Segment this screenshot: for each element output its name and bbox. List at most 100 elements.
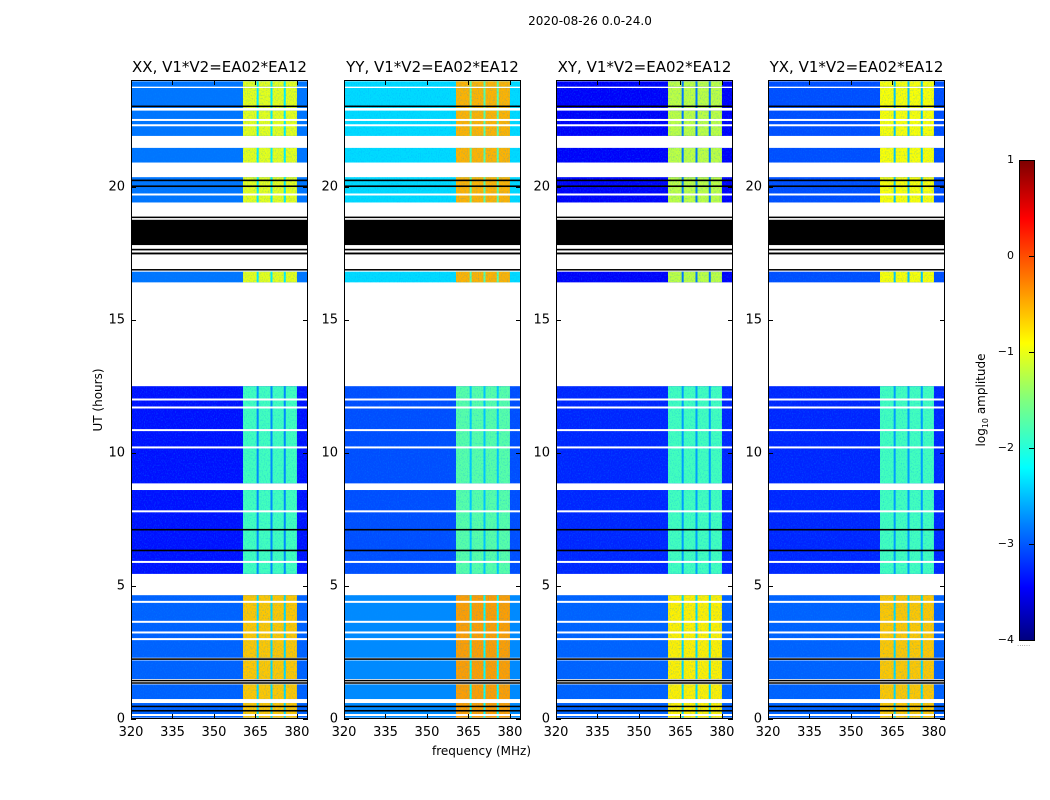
x-tick-mark: [213, 714, 215, 719]
flagged-segment: [556, 682, 733, 684]
flagged-segment: [556, 658, 733, 660]
flagged-segment: [344, 216, 521, 219]
colorbar-label: log10 amplitude: [974, 354, 990, 447]
x-tick-label: 350: [626, 725, 652, 740]
flagged-segment: [131, 658, 308, 660]
y-tick-mark: [728, 319, 733, 321]
y-tick-mark: [556, 186, 561, 188]
gap-line: [556, 118, 733, 121]
gap-line: [131, 600, 308, 603]
x-tick-mark: [556, 80, 557, 85]
colorbar-tick-mark: [1029, 640, 1034, 641]
x-tick-mark: [426, 80, 428, 85]
y-tick-label: 5: [753, 578, 762, 594]
gap-line: [131, 137, 308, 140]
y-tick-mark: [940, 719, 945, 720]
y-tick-mark: [516, 452, 521, 454]
y-tick-label: 5: [116, 578, 125, 594]
flagged-segment: [131, 179, 308, 182]
panel-title: YY, V1*V2=EA02*EA12: [346, 58, 519, 76]
y-tick-mark: [303, 585, 308, 587]
x-tick-mark: [172, 80, 174, 85]
flagged-segment: [344, 252, 521, 255]
gap-line: [768, 560, 945, 563]
x-tick-mark: [255, 714, 257, 719]
x-tick-mark: [892, 80, 894, 85]
flagged-segment: [131, 105, 308, 108]
flagged-segment: [344, 179, 521, 182]
colorbar: [1019, 160, 1035, 641]
flagged-segment: [344, 269, 521, 271]
x-tick-label: 365: [668, 725, 693, 740]
y-tick-mark: [303, 319, 308, 321]
x-tick-label: 335: [797, 725, 822, 740]
flagged-segment: [131, 269, 308, 271]
x-tick-label: 335: [585, 725, 610, 740]
panel-xy: XY, V1*V2=EA02*EA12 0 5 10 15 20 320 335 350 365 3…: [533, 58, 734, 740]
flagged-segment: [131, 705, 308, 708]
flagged-segment: [131, 709, 308, 712]
x-tick-label: 365: [456, 725, 481, 740]
panel-yy: YY, V1*V2=EA02*EA12 0 5 10 15 20 320 335 350 365 3…: [321, 58, 522, 740]
y-tick-mark: [344, 585, 349, 587]
y-tick-label: 10: [321, 445, 338, 461]
flagged-segment: [131, 185, 308, 188]
gap-line: [344, 398, 521, 401]
gap-line: [556, 406, 733, 409]
x-tick-mark: [680, 80, 682, 85]
y-tick-label: 20: [533, 179, 550, 194]
flagged-segment: [344, 185, 521, 188]
y-tick-label: 0: [329, 711, 338, 727]
colorbar-tick-label: −2: [997, 441, 1014, 454]
gap-line: [556, 137, 733, 140]
y-tick-label: 10: [108, 445, 125, 461]
gap-line: [556, 510, 733, 513]
gap-line: [131, 714, 308, 717]
y-tick-mark: [768, 319, 773, 321]
panel-xx: XX, V1*V2=EA02*EA12 0 5 10 15 20 320 335 350 365 3…: [108, 58, 309, 740]
gap-line: [344, 600, 521, 603]
flagged-segment: [344, 248, 521, 251]
y-tick-mark: [768, 719, 773, 720]
x-tick-label: 380: [497, 725, 523, 740]
x-tick-label: 320: [118, 725, 144, 740]
x-tick-mark: [172, 714, 174, 719]
gap-line: [556, 446, 733, 449]
colorbar-extra: ......: [1017, 640, 1031, 648]
gap-line: [344, 406, 521, 409]
gap-line: [556, 560, 733, 563]
gap-line: [344, 560, 521, 563]
x-tick-label: 380: [709, 725, 735, 740]
y-tick-mark: [768, 585, 773, 587]
y-tick-label: 10: [745, 445, 762, 461]
figure-title: 2020-08-26 0.0-24.0: [528, 14, 652, 28]
x-tick-mark: [468, 714, 470, 719]
flagged-segment: [344, 549, 521, 552]
y-tick-mark: [728, 186, 733, 188]
x-tick-mark: [296, 80, 298, 85]
y-tick-mark: [940, 585, 945, 587]
y-tick-label: 15: [321, 312, 338, 328]
gap-line: [556, 620, 733, 623]
gap-line: [131, 631, 308, 634]
flagged-segment: [768, 219, 945, 246]
flagged-segment: [768, 705, 945, 708]
x-tick-label: 320: [755, 725, 781, 740]
x-tick-mark: [385, 80, 387, 85]
flagged-segment: [556, 179, 733, 182]
flagged-segment: [768, 658, 945, 660]
gap-line: [768, 118, 945, 121]
x-tick-label: 350: [838, 725, 864, 740]
colorbar-tick-mark: [1029, 256, 1034, 257]
gap-line: [131, 124, 308, 127]
y-tick-mark: [131, 585, 136, 587]
flagged-segment: [768, 269, 945, 271]
y-tick-mark: [940, 319, 945, 321]
x-tick-label: 320: [331, 725, 357, 740]
x-tick-mark: [509, 714, 511, 719]
flagged-segment: [768, 709, 945, 712]
y-tick-label: 20: [321, 179, 338, 194]
gap-line: [768, 406, 945, 409]
y-tick-mark: [131, 452, 136, 454]
y-tick-label: 20: [108, 179, 125, 194]
